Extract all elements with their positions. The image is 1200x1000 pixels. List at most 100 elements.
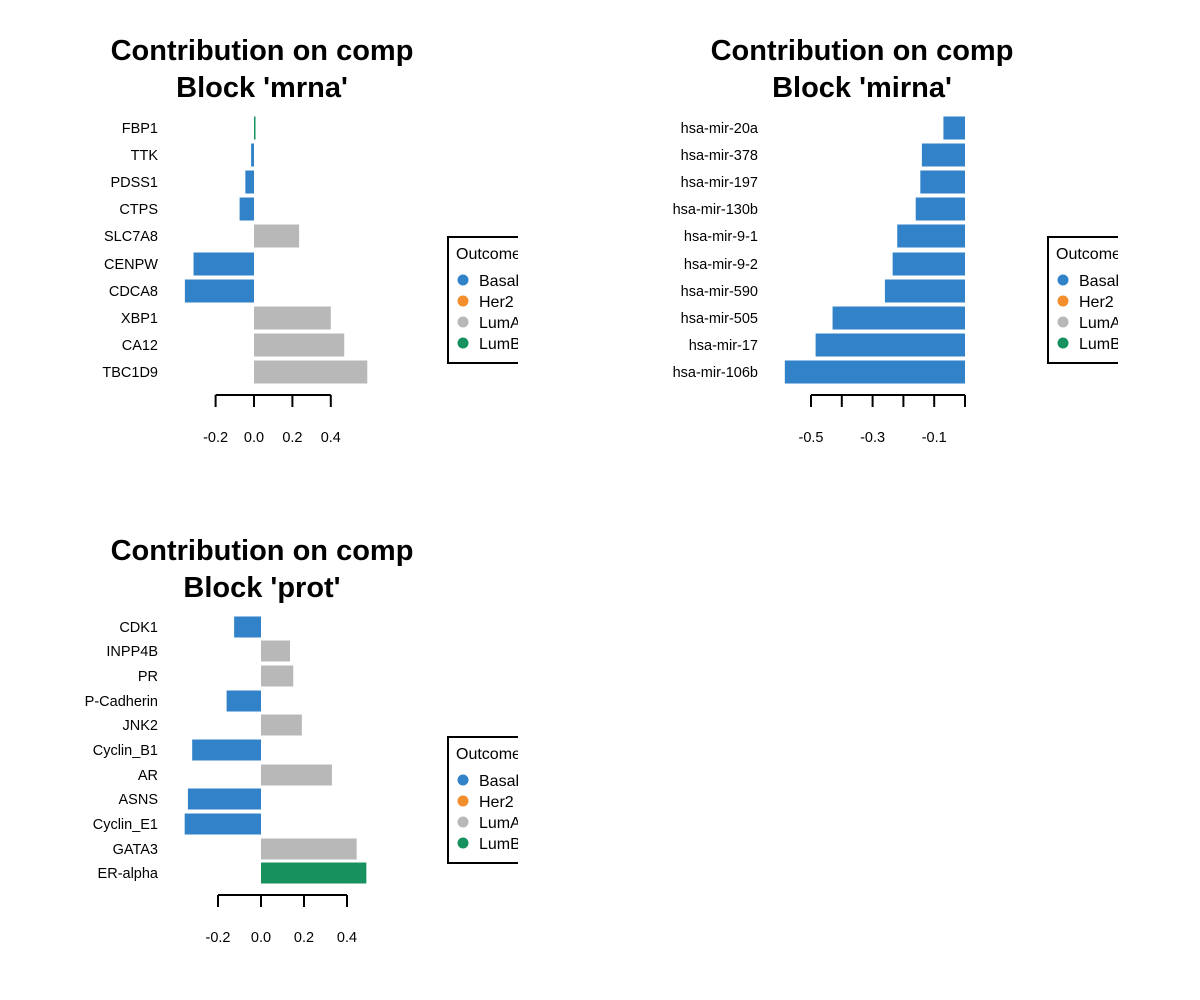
- x-tick-label: 0.2: [282, 430, 302, 446]
- bar-cenpw: [193, 252, 254, 276]
- legend-box: [447, 736, 518, 864]
- category-label-hsa-mir-590: hsa-mir-590: [681, 284, 758, 300]
- legend-label-basal: Basal: [479, 273, 519, 290]
- bar-slc7a8: [254, 224, 300, 248]
- bar-hsa-mir-106b: [784, 360, 965, 384]
- bar-hsa-mir-378: [921, 143, 965, 167]
- legend-title: Outcome: [456, 746, 521, 763]
- legend-marker-lumb: [457, 337, 469, 349]
- x-tick-label: -0.5: [799, 430, 824, 446]
- x-tick-label: -0.1: [922, 430, 947, 446]
- category-label-ca12: CA12: [122, 338, 158, 354]
- category-label-fbp1: FBP1: [122, 121, 158, 137]
- bar-hsa-mir-590: [884, 279, 965, 303]
- category-label-gata3: GATA3: [113, 842, 158, 858]
- legend-label-basal: Basal: [479, 773, 519, 790]
- category-label-hsa-mir-505: hsa-mir-505: [681, 311, 758, 327]
- bar-hsa-mir-20a: [943, 116, 965, 140]
- category-label-cenpw: CENPW: [104, 257, 158, 273]
- legend-label-basal: Basal: [1079, 273, 1119, 290]
- legend-marker-her2: [457, 795, 469, 807]
- legend-marker-luma: [457, 316, 469, 328]
- legend: Outcome Basal Her2 LumA LumB: [1047, 236, 1121, 364]
- bar-xbp1: [254, 306, 331, 330]
- category-label-jnk2: JNK2: [123, 718, 158, 734]
- bar-hsa-mir-9-1: [897, 224, 965, 248]
- legend-label-lumb: LumB: [479, 336, 521, 353]
- x-axis: -0.2 0.0 0.2 0.4: [203, 394, 341, 446]
- category-label-ttk: TTK: [131, 148, 159, 164]
- chart-title-line-1: Contribution on comp: [711, 35, 1014, 67]
- bar-hsa-mir-17: [815, 333, 965, 357]
- legend-marker-lumb: [457, 837, 469, 849]
- legend-box: [447, 236, 518, 364]
- category-label-ctps: CTPS: [119, 202, 158, 218]
- panel-block-prot: Contribution on comp Block 'prot' CDK1 INPP…: [85, 535, 521, 946]
- category-label-hsa-mir-106b: hsa-mir-106b: [673, 365, 758, 381]
- bar-cdca8: [184, 279, 254, 303]
- bar-p-cadherin: [226, 690, 261, 712]
- chart-title-line-1: Contribution on comp: [111, 35, 414, 67]
- category-label-hsa-mir-20a: hsa-mir-20a: [681, 121, 759, 137]
- bar-ctps: [239, 197, 254, 221]
- legend-title: Outcome: [1056, 246, 1121, 263]
- bar-hsa-mir-197: [920, 170, 965, 194]
- bar-pr: [261, 665, 294, 687]
- legend-marker-basal: [457, 274, 469, 286]
- bar-hsa-mir-505: [832, 306, 965, 330]
- bar-ar: [261, 764, 332, 786]
- category-label-p-cadherin: P-Cadherin: [85, 694, 158, 710]
- bar-asns: [187, 788, 261, 810]
- legend-label-her2: Her2: [479, 794, 514, 811]
- category-label-tbc1d9: TBC1D9: [102, 365, 158, 381]
- bar-gata3: [261, 838, 357, 860]
- category-label-pr: PR: [138, 669, 158, 685]
- legend-label-luma: LumA: [1079, 315, 1121, 332]
- legend-marker-lumb: [1057, 337, 1069, 349]
- category-label-xbp1: XBP1: [121, 311, 158, 327]
- bar-ttk: [251, 143, 254, 167]
- x-tick-label: -0.2: [206, 930, 231, 946]
- category-label-hsa-mir-17: hsa-mir-17: [689, 338, 758, 354]
- x-axis: -0.5 -0.3 -0.1: [799, 394, 966, 446]
- category-label-hsa-mir-197: hsa-mir-197: [681, 175, 758, 191]
- panel-block-mrna: Contribution on comp Block 'mrna' FBP1 TTK P…: [102, 35, 521, 446]
- x-tick-label: -0.3: [860, 430, 885, 446]
- x-tick-label: 0.4: [321, 430, 341, 446]
- panel-block-mirna: Contribution on comp Block 'mirna' hsa-mir…: [673, 35, 1121, 446]
- category-label-cdk1: CDK1: [119, 620, 158, 636]
- bar-tbc1d9: [254, 360, 368, 384]
- legend-marker-luma: [1057, 316, 1069, 328]
- chart-title-line-2: Block 'mrna': [176, 72, 348, 104]
- category-label-cyclin-e1: Cyclin_E1: [93, 817, 158, 833]
- x-tick-label: 0.4: [337, 930, 357, 946]
- chart-title-line-1: Contribution on comp: [111, 535, 414, 567]
- x-axis: -0.2 0.0 0.2 0.4: [206, 894, 357, 946]
- legend-marker-her2: [1057, 295, 1069, 307]
- bar-cyclin-b1: [192, 739, 261, 761]
- bar-hsa-mir-130b: [915, 197, 965, 221]
- bar-pdss1: [245, 170, 254, 194]
- category-label-inpp4b: INPP4B: [106, 644, 158, 660]
- bar-ca12: [254, 333, 345, 357]
- category-label-cdca8: CDCA8: [109, 284, 158, 300]
- bar-hsa-mir-9-2: [892, 252, 965, 276]
- x-tick-label: 0.2: [294, 930, 314, 946]
- legend-title: Outcome: [456, 246, 521, 263]
- category-label-hsa-mir-130b: hsa-mir-130b: [673, 202, 758, 218]
- legend-box: [1047, 236, 1118, 364]
- legend-marker-luma: [457, 816, 469, 828]
- bar-fbp1: [254, 116, 256, 140]
- category-label-slc7a8: SLC7A8: [104, 229, 158, 245]
- chart-title-line-2: Block 'prot': [183, 572, 340, 604]
- category-label-hsa-mir-378: hsa-mir-378: [681, 148, 758, 164]
- legend-label-her2: Her2: [479, 294, 514, 311]
- bar-cyclin-e1: [184, 813, 261, 835]
- legend: Outcome Basal Her2 LumA LumB: [447, 736, 521, 864]
- legend-label-her2: Her2: [1079, 294, 1114, 311]
- x-tick-label: 0.0: [251, 930, 271, 946]
- category-label-hsa-mir-9-2: hsa-mir-9-2: [684, 257, 758, 273]
- bar-jnk2: [261, 714, 302, 736]
- chart-title-line-2: Block 'mirna': [772, 72, 952, 104]
